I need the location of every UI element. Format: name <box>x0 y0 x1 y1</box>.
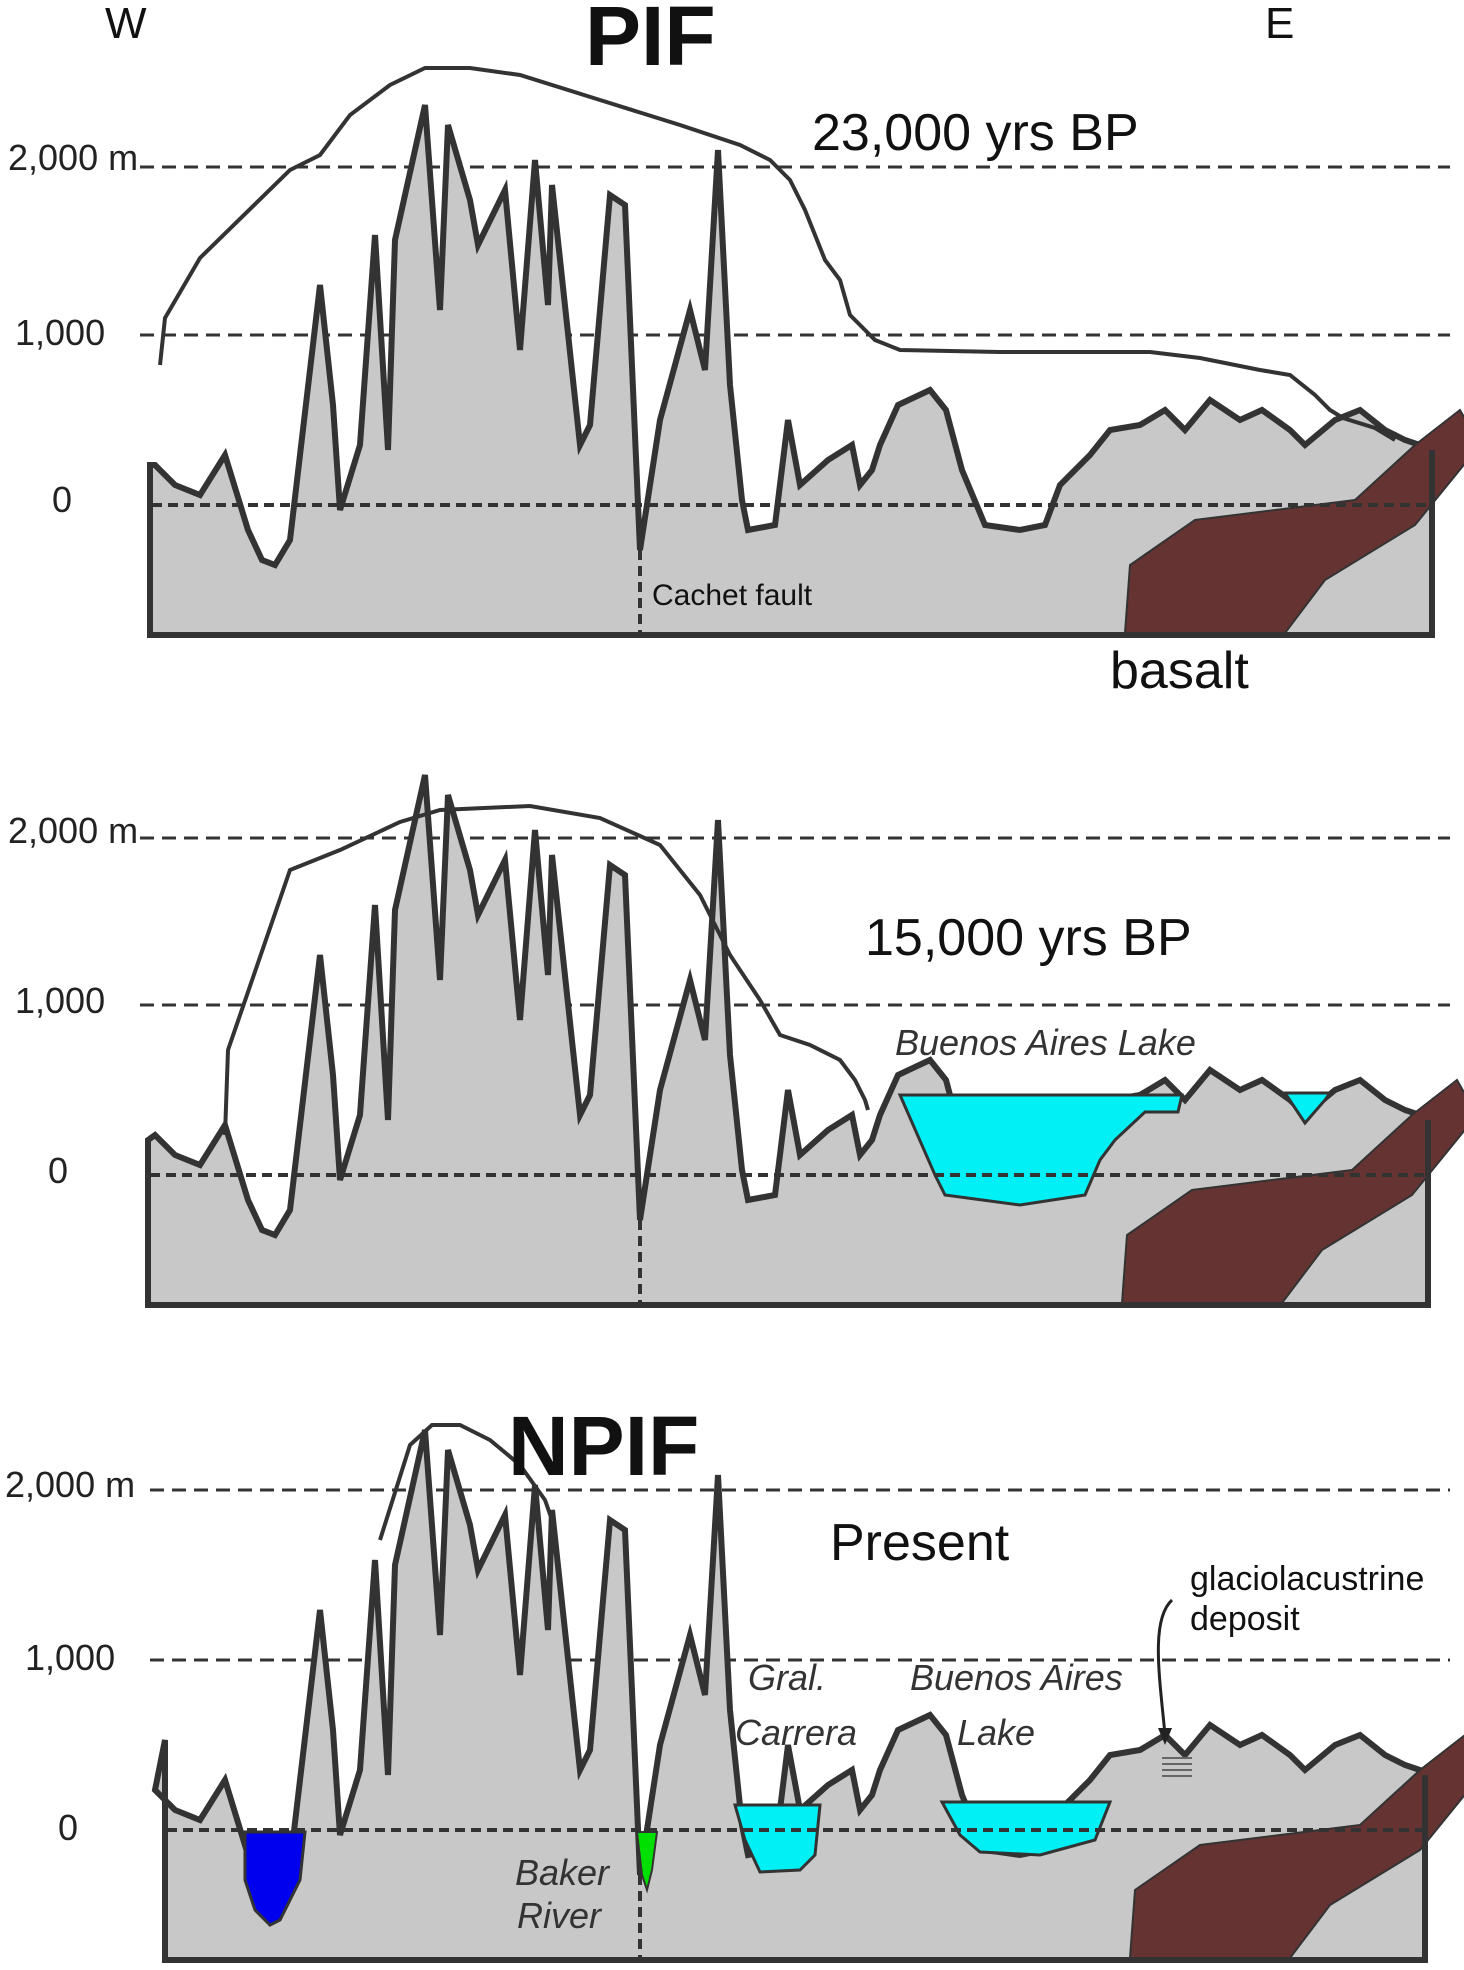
axis-label-1000: 1,000 <box>25 1637 115 1678</box>
period-label-present: Present <box>830 1514 1010 1572</box>
basalt-body <box>1128 1734 1464 1959</box>
section-frame <box>162 1740 1428 1963</box>
period-label-23000: 23,000 yrs BP <box>812 104 1139 162</box>
bedrock-profile <box>145 774 1431 1308</box>
axis-label-1000: 1,000 <box>15 980 105 1021</box>
panel-15000 <box>140 774 1464 1308</box>
lake-label: Lake <box>957 1712 1035 1753</box>
axis-label-0: 0 <box>52 479 72 520</box>
axis-label-1000: 1,000 <box>15 312 105 353</box>
gral-carrera-lake <box>733 1803 822 1874</box>
panel-23000 <box>140 66 1464 638</box>
buenos-aires-label: Buenos Aires <box>910 1657 1123 1698</box>
deposit-arrowhead <box>1158 1728 1172 1745</box>
cachet-fault-label: Cachet fault <box>652 579 813 612</box>
gral-label: Gral. <box>748 1657 826 1698</box>
basalt-label: basalt <box>1110 642 1249 700</box>
carrera-label: Carrera <box>735 1712 857 1753</box>
basalt-body <box>1120 1078 1464 1304</box>
baker-label: Baker <box>515 1852 611 1893</box>
axis-label-2000: 2,000 m <box>8 137 138 178</box>
npif-title: NPIF <box>508 1399 699 1493</box>
pif-title: PIF <box>585 0 716 83</box>
ice-sheet-outline <box>378 1423 554 1541</box>
axis-label-0: 0 <box>58 1807 78 1848</box>
ice-sheet-outline <box>223 803 870 1136</box>
ice-sheet-outline <box>158 66 1397 442</box>
buenos-aires-lake <box>939 1800 1113 1857</box>
bedrock-profile <box>151 1429 1428 1963</box>
east-lake-pocket <box>1282 1091 1333 1126</box>
west-lake-blue <box>243 1830 307 1927</box>
panel-present <box>150 1423 1464 1963</box>
east-label: E <box>1265 0 1294 48</box>
river-label: River <box>517 1895 603 1936</box>
axis-label-2000: 2,000 m <box>8 810 138 851</box>
deposit-label: deposit <box>1190 1600 1300 1638</box>
axis-label-0: 0 <box>48 1150 68 1191</box>
section-frame <box>147 450 1435 638</box>
section-frame <box>145 1120 1431 1308</box>
glaciolacustrine-label: glaciolacustrine <box>1190 1560 1424 1598</box>
period-label-15000: 15,000 yrs BP <box>865 909 1192 967</box>
basalt-body <box>1123 408 1464 634</box>
buenos-aires-lake-label: Buenos Aires Lake <box>895 1022 1196 1063</box>
buenos-aires-lake-paleo <box>897 1093 1184 1207</box>
west-label: W <box>105 0 147 48</box>
bedrock-profile <box>147 104 1435 638</box>
deposit-arrow <box>1156 1598 1174 1736</box>
axis-label-2000: 2,000 m <box>5 1464 135 1505</box>
